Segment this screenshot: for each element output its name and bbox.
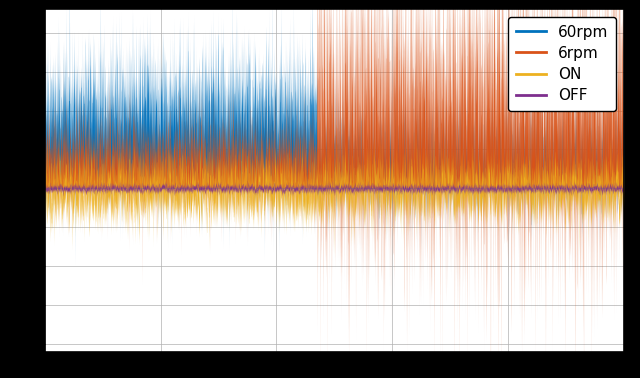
Legend: 60rpm, 6rpm, ON, OFF: 60rpm, 6rpm, ON, OFF [508, 17, 616, 111]
